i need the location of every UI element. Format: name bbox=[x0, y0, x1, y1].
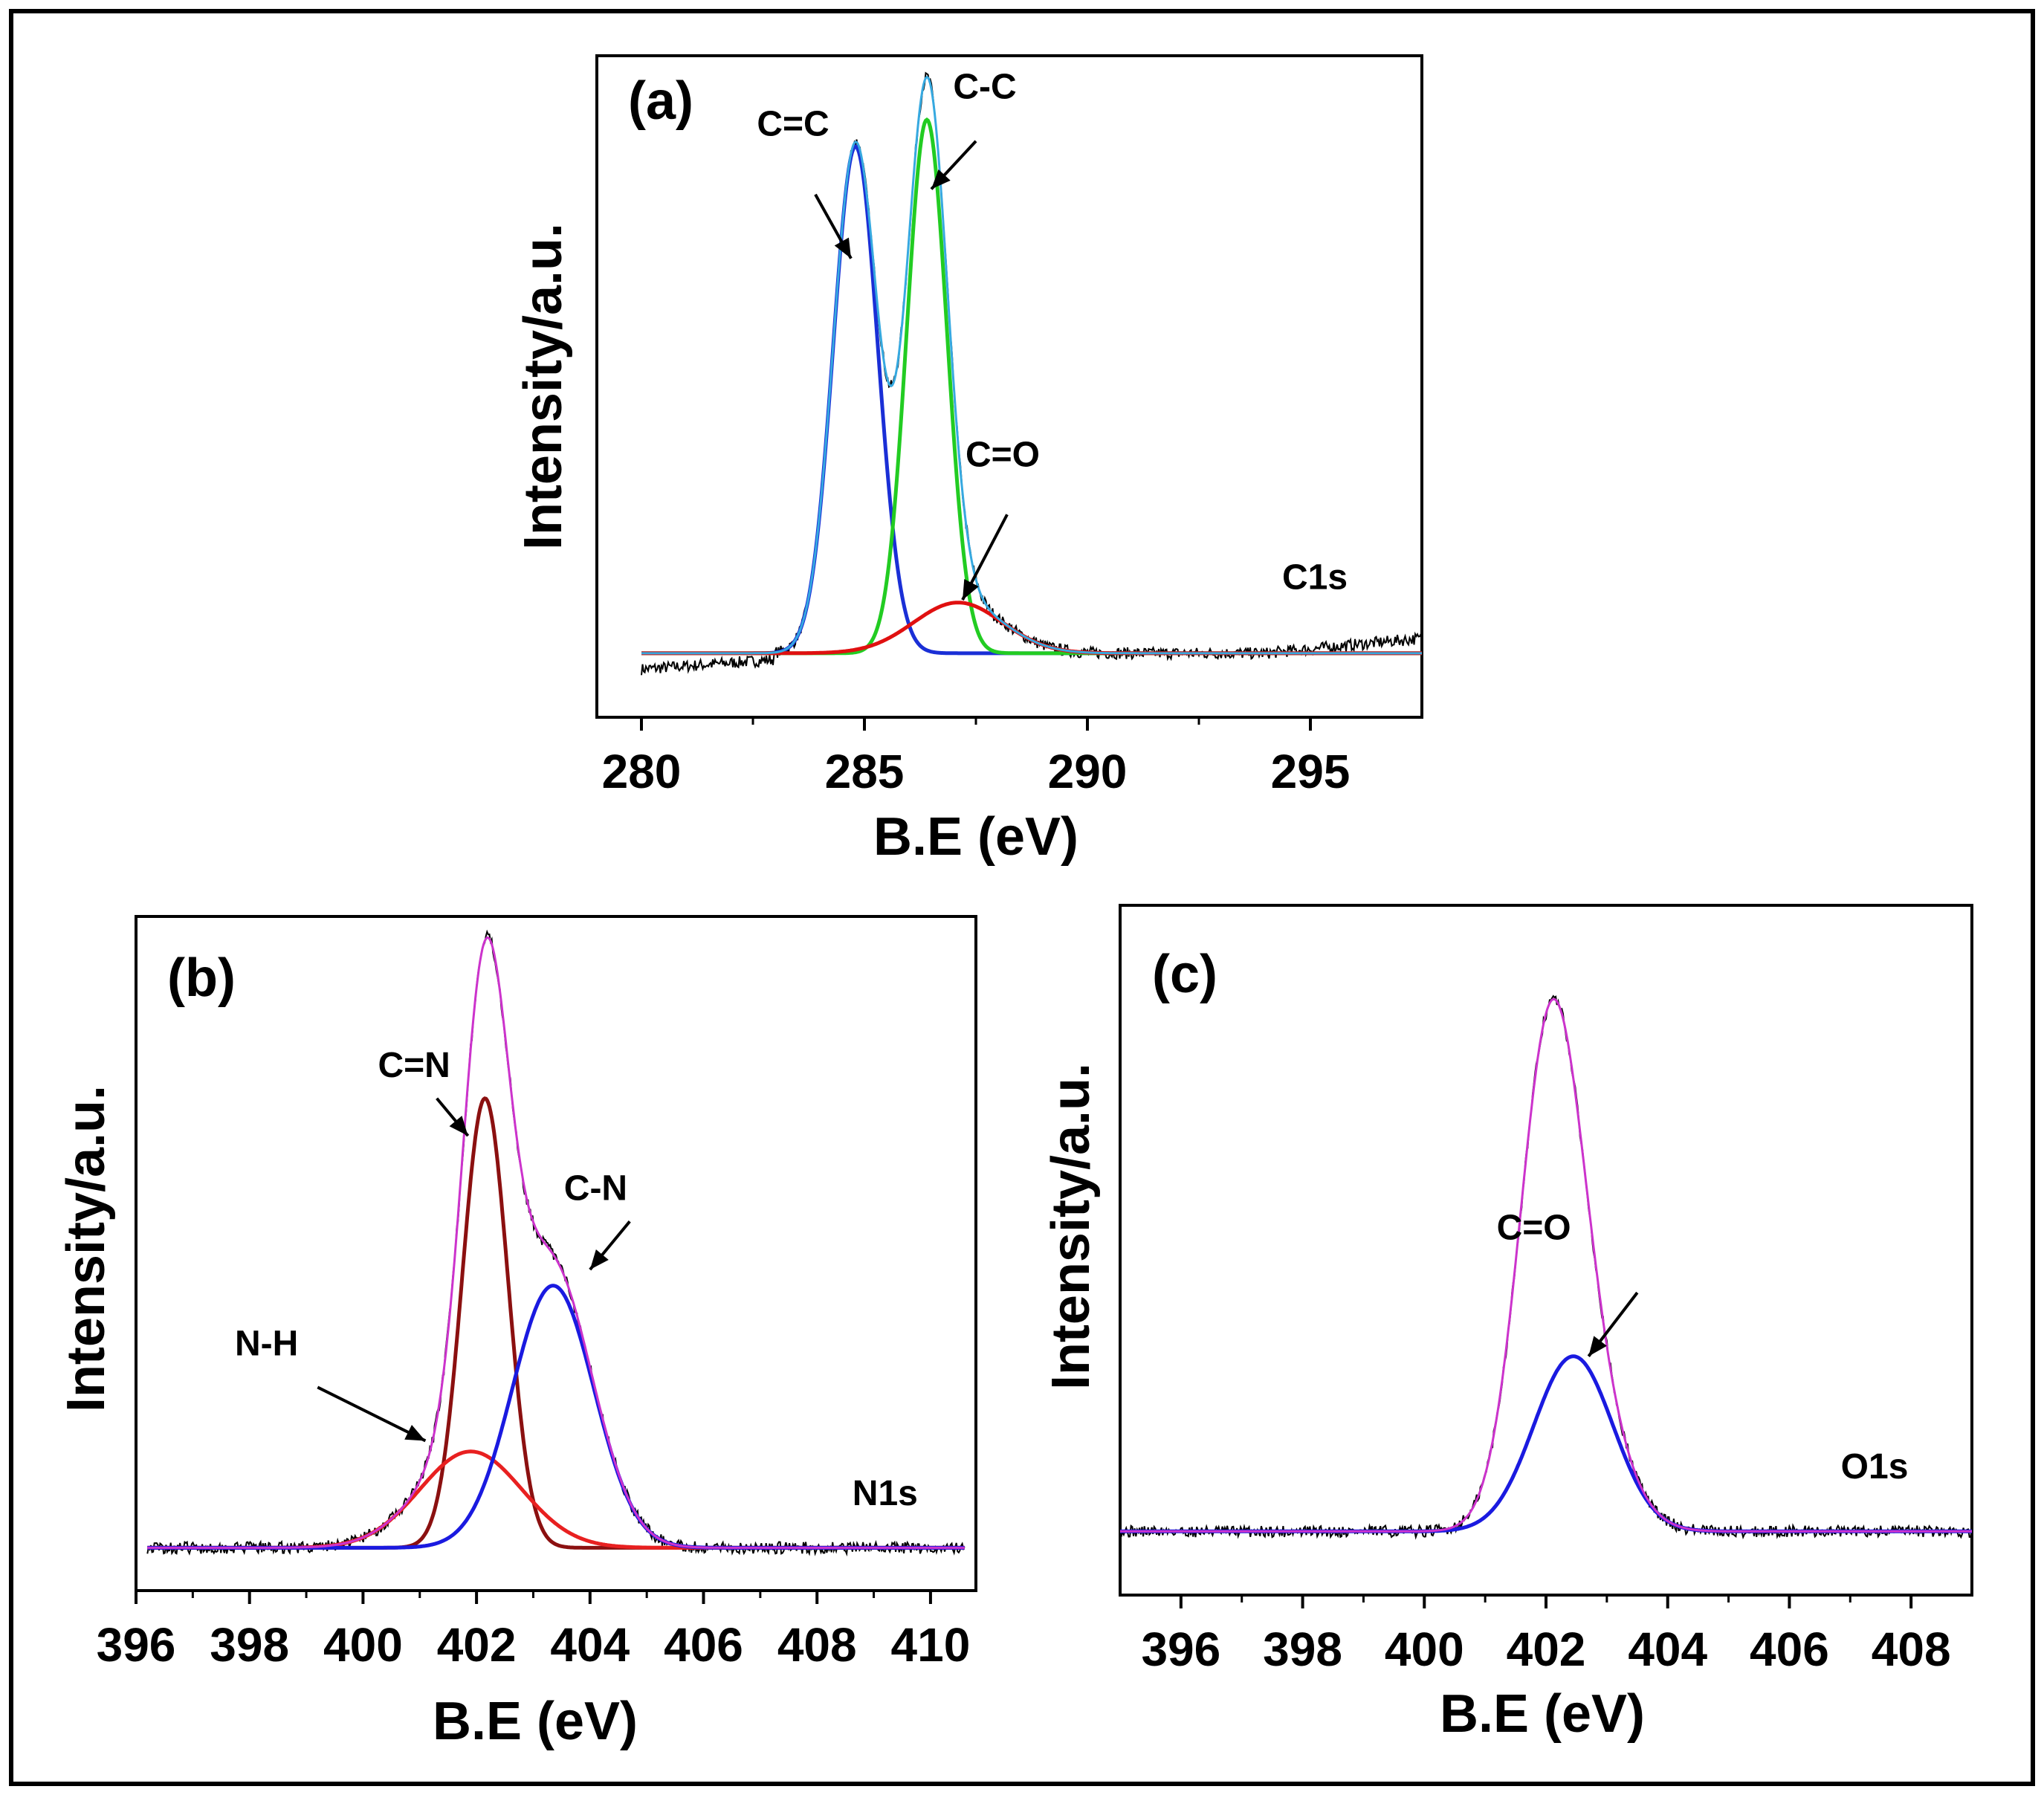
panel-c-curves bbox=[1119, 994, 1973, 1540]
panel-c-x-tick-label: 408 bbox=[1872, 1623, 1951, 1676]
panel-b-annotation-arrowhead bbox=[404, 1425, 426, 1441]
panel-a-x-tick-label: 295 bbox=[1271, 745, 1351, 798]
panel-b-x-axis-title: B.E (eV) bbox=[433, 1692, 638, 1751]
panel-a-label: (a) bbox=[628, 71, 693, 131]
panel-c-annotation-label: C=O bbox=[1497, 1209, 1571, 1248]
panel-a-y-axis-title: Intensity/a.u. bbox=[514, 223, 573, 550]
panel-b-y-axis-title: Intensity/a.u. bbox=[56, 1085, 116, 1412]
panel-b-x-tick-label: 402 bbox=[437, 1618, 517, 1672]
panel-a-annotation-label: C=C bbox=[757, 105, 829, 144]
panel-b-x-tick-label: 396 bbox=[97, 1618, 176, 1672]
panel-b-x-tick-label: 400 bbox=[323, 1618, 403, 1672]
panel-b-spectrum-label: N1s bbox=[853, 1474, 918, 1513]
panel-b-curves bbox=[146, 929, 966, 1557]
panel-b-annotation-arrow-line bbox=[317, 1385, 427, 1443]
panel-c-annotation-arrowhead bbox=[1588, 1336, 1607, 1356]
panel-b-annotation-arrowhead bbox=[589, 1249, 609, 1270]
panel-b-x-tick-label: 406 bbox=[664, 1618, 743, 1672]
panel-c-spectrum-label: O1s bbox=[1841, 1447, 1909, 1487]
panel-a-x-ticks: 280 285 290 295 bbox=[602, 717, 1351, 798]
panel-c-annotations: C=O O1s bbox=[1497, 1209, 1909, 1487]
panel-b-plot-frame bbox=[135, 915, 977, 1592]
panel-c-x-axis-title: B.E (eV) bbox=[1440, 1684, 1645, 1744]
panel-a-x-axis-title: B.E (eV) bbox=[873, 807, 1078, 867]
panel-c-label: (c) bbox=[1152, 945, 1217, 1004]
panel-c-x-tick-label: 396 bbox=[1141, 1623, 1220, 1676]
panel-a-x-tick-label: 280 bbox=[602, 745, 682, 798]
panel-b-annotation-label: C=N bbox=[378, 1046, 450, 1085]
panel-c-envelope-line bbox=[1120, 997, 1972, 1533]
panel-a-spectrum-label: C1s bbox=[1282, 558, 1348, 598]
panel-a-annotation-label: C=O bbox=[966, 436, 1040, 475]
panel-a-annotation-label: C-C bbox=[953, 67, 1016, 106]
panel-a-plot-frame bbox=[595, 54, 1423, 719]
panel-c-x-ticks: 396 398 400 402 404 406 408 bbox=[1141, 1595, 1951, 1676]
panel-a-annotation-arrowhead bbox=[834, 237, 851, 259]
panel-b-x-tick-label: 404 bbox=[550, 1618, 630, 1672]
panel-c-x-tick-label: 402 bbox=[1507, 1623, 1586, 1676]
panel-a-annotation-arrowhead bbox=[963, 578, 979, 601]
panel-b-label: (b) bbox=[167, 948, 236, 1008]
panel-c-raw-data-line bbox=[1119, 994, 1973, 1540]
panel-a-x-tick-label: 290 bbox=[1048, 745, 1128, 798]
panel-b-x-ticks: 396 398 400 402 404 406 408 410 bbox=[97, 1591, 971, 1672]
panel-b-annotation-label: N-H bbox=[235, 1324, 298, 1363]
panel-b-envelope-line bbox=[147, 936, 965, 1549]
panel-c-y-axis-title: Intensity/a.u. bbox=[1041, 1063, 1101, 1390]
panel-a-x-tick-label: 285 bbox=[825, 745, 905, 798]
panel-c-x-tick-label: 398 bbox=[1263, 1623, 1342, 1676]
panel-b-x-tick-label: 408 bbox=[777, 1618, 857, 1672]
panel-a-annotations: C=C C-C C=O C1s bbox=[757, 67, 1348, 601]
panel-a-curves bbox=[641, 71, 1423, 676]
panel-c-x-tick-label: 404 bbox=[1628, 1623, 1707, 1676]
panel-c: C=O O1s 396 398 400 402 404 406 408 (c) B.E (eV… bbox=[1041, 904, 1973, 1744]
panel-b-x-tick-label: 398 bbox=[210, 1618, 289, 1672]
panel-b: C=N N-H C-N N1s 396 398 400 402 404 406 408 410 (b… bbox=[56, 915, 977, 1751]
panel-a: C=C C-C C=O C1s 280 285 290 295 (a) B.E (eV) I… bbox=[514, 54, 1423, 867]
panel-b-annotation-arrowhead bbox=[449, 1116, 468, 1136]
panel-a-annotation-arrowhead bbox=[931, 169, 951, 190]
panel-c-x-tick-label: 400 bbox=[1385, 1623, 1464, 1676]
outer-frame bbox=[9, 9, 2035, 1786]
panel-a-envelope-line bbox=[641, 75, 1422, 655]
panel-b-annotation-label: C-N bbox=[564, 1169, 627, 1209]
panel-b-x-tick-label: 410 bbox=[891, 1618, 971, 1672]
panel-b-annotations: C=N N-H C-N N1s bbox=[235, 1046, 918, 1513]
panel-c-x-tick-label: 406 bbox=[1750, 1623, 1829, 1676]
